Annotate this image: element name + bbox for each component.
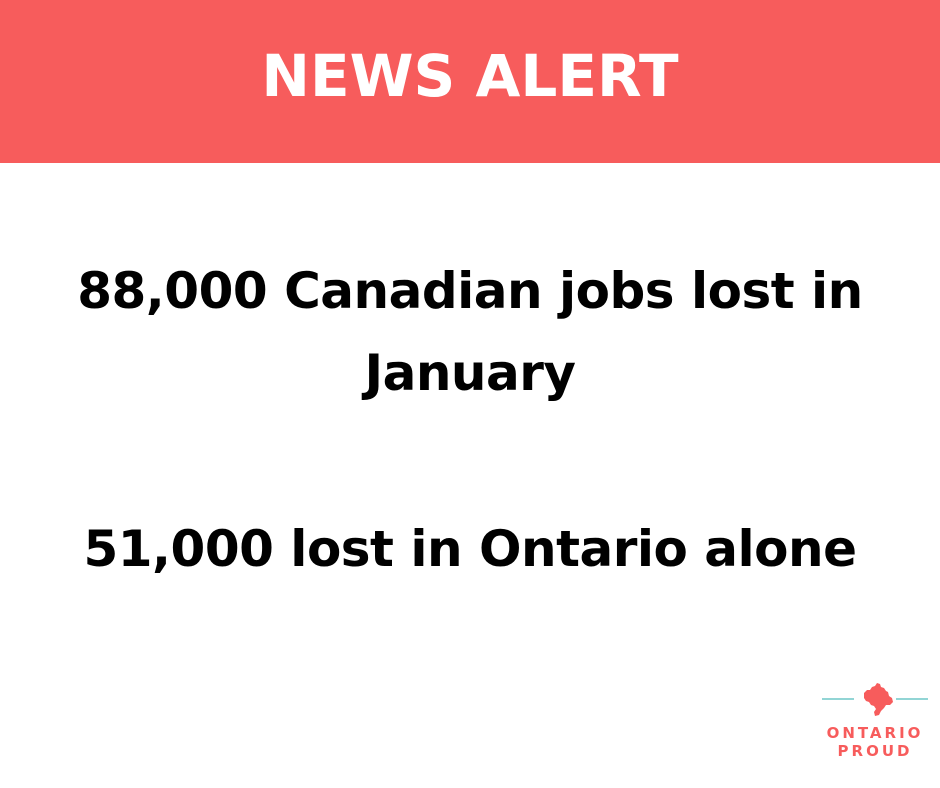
logo-text-ontario: ONTARIO bbox=[826, 724, 924, 742]
ontario-map-icon bbox=[822, 683, 928, 716]
news-alert-banner: NEWS ALERT bbox=[0, 0, 940, 163]
ontario-shape bbox=[864, 683, 893, 716]
headline-line-2: January bbox=[364, 344, 576, 402]
headline-jobs-ontario: 51,000 lost in Ontario alone bbox=[0, 508, 940, 590]
headline-jobs-canada: 88,000 Canadian jobs lost in January bbox=[0, 250, 940, 414]
headline-line-1: 88,000 Canadian jobs lost in bbox=[77, 262, 863, 320]
logo-text-proud: PROUD bbox=[837, 742, 913, 760]
ontario-proud-logo: ONTARIO PROUD bbox=[820, 678, 930, 768]
banner-title: NEWS ALERT bbox=[261, 41, 679, 110]
headline-ontario-text: 51,000 lost in Ontario alone bbox=[83, 520, 857, 578]
